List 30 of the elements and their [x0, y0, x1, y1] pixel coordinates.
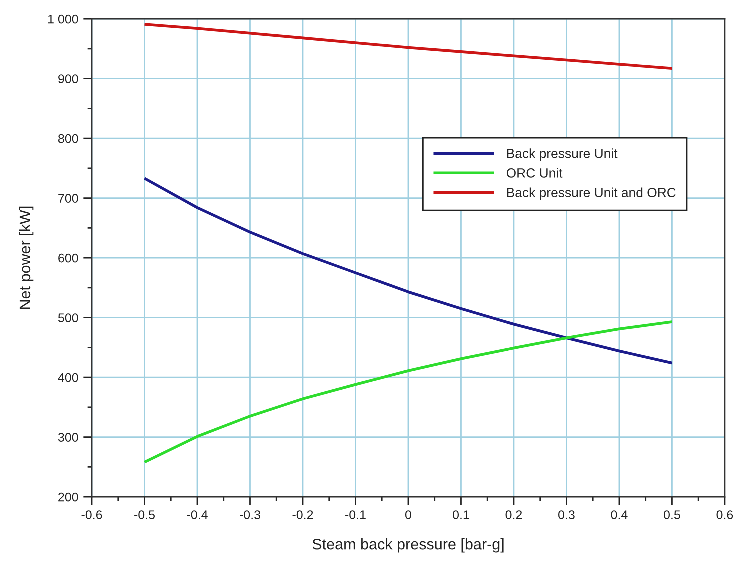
x-tick-label: 0.1: [453, 510, 470, 520]
legend-label: ORC Unit: [506, 168, 563, 178]
x-tick-label: -0.2: [292, 510, 314, 520]
x-axis-title: Steam back pressure [bar-g]: [312, 538, 504, 553]
x-tick-label: -0.1: [346, 510, 366, 520]
line-series: [143, 23, 674, 70]
x-tick-label: 0.2: [506, 510, 522, 520]
x-tick-label: 0.6: [716, 510, 734, 520]
x-tick-label: -0.3: [240, 510, 260, 520]
y-tick-label: 800: [58, 134, 78, 144]
y-tick-label: 300: [58, 433, 78, 442]
y-tick-label: 500: [58, 314, 78, 322]
line-series: [143, 320, 674, 464]
x-tick-label: -0.4: [187, 510, 208, 520]
y-axis-title: Net power [kW]: [19, 206, 34, 310]
line-series: [143, 177, 674, 365]
x-tick-label: 0.5: [664, 510, 680, 520]
legend-label: Back pressure Unit and ORC: [507, 188, 676, 200]
y-tick-label: 200: [58, 492, 78, 502]
y-tick-label: 400: [58, 373, 78, 382]
x-tick-label: -0.6: [82, 510, 102, 520]
legend-label: Back pressure Unit: [507, 148, 618, 161]
x-tick-label: 0.3: [558, 510, 575, 520]
y-tick-label: 700: [58, 194, 78, 203]
y-tick-label: 1 000: [48, 14, 78, 24]
y-tick-label: 600: [58, 254, 78, 263]
y-tick-label: 900: [58, 74, 78, 84]
x-tick-label: 0: [405, 510, 412, 520]
x-tick-label: -0.5: [134, 510, 155, 520]
x-tick-label: 0.4: [611, 510, 628, 520]
